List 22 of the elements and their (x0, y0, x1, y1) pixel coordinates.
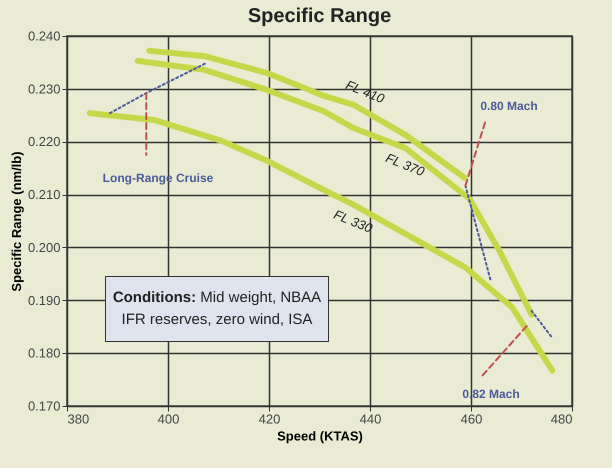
x-tick-label: 480 (550, 412, 572, 426)
text: FL 410 (344, 77, 388, 106)
x-tick-label: 420 (258, 412, 280, 426)
y-axis-title: Specific Range (nm/lb) (8, 151, 24, 292)
y-tick-label: 0.200 (28, 240, 60, 255)
y-tick-label: 0.190 (28, 292, 60, 308)
x-tick-label: 380 (68, 412, 90, 426)
note-box: Conditions: Mid weight, NBAA IFR reserves, zero wind, ISA (105, 276, 329, 342)
text: FL 370 (384, 150, 428, 180)
text: FL 330 (332, 206, 376, 236)
y-tick-label: 0.220 (28, 134, 60, 150)
x-tick-label: 400 (158, 412, 180, 426)
x-tick-label: 460 (460, 412, 482, 426)
y-tick-label: 0.210 (28, 187, 60, 202)
chart-title: Specific Range (248, 5, 392, 27)
x-axis-title: Speed (KTAS) (277, 428, 363, 444)
y-tick-label: 0.240 (28, 28, 60, 44)
annotation: 0.80 Mach (480, 99, 538, 113)
y-tick-label: 0.180 (28, 346, 60, 361)
y-tick-label: 0.230 (28, 81, 60, 96)
x-tick-label: 440 (360, 412, 382, 426)
y-tick-label: 0.170 (28, 398, 60, 414)
